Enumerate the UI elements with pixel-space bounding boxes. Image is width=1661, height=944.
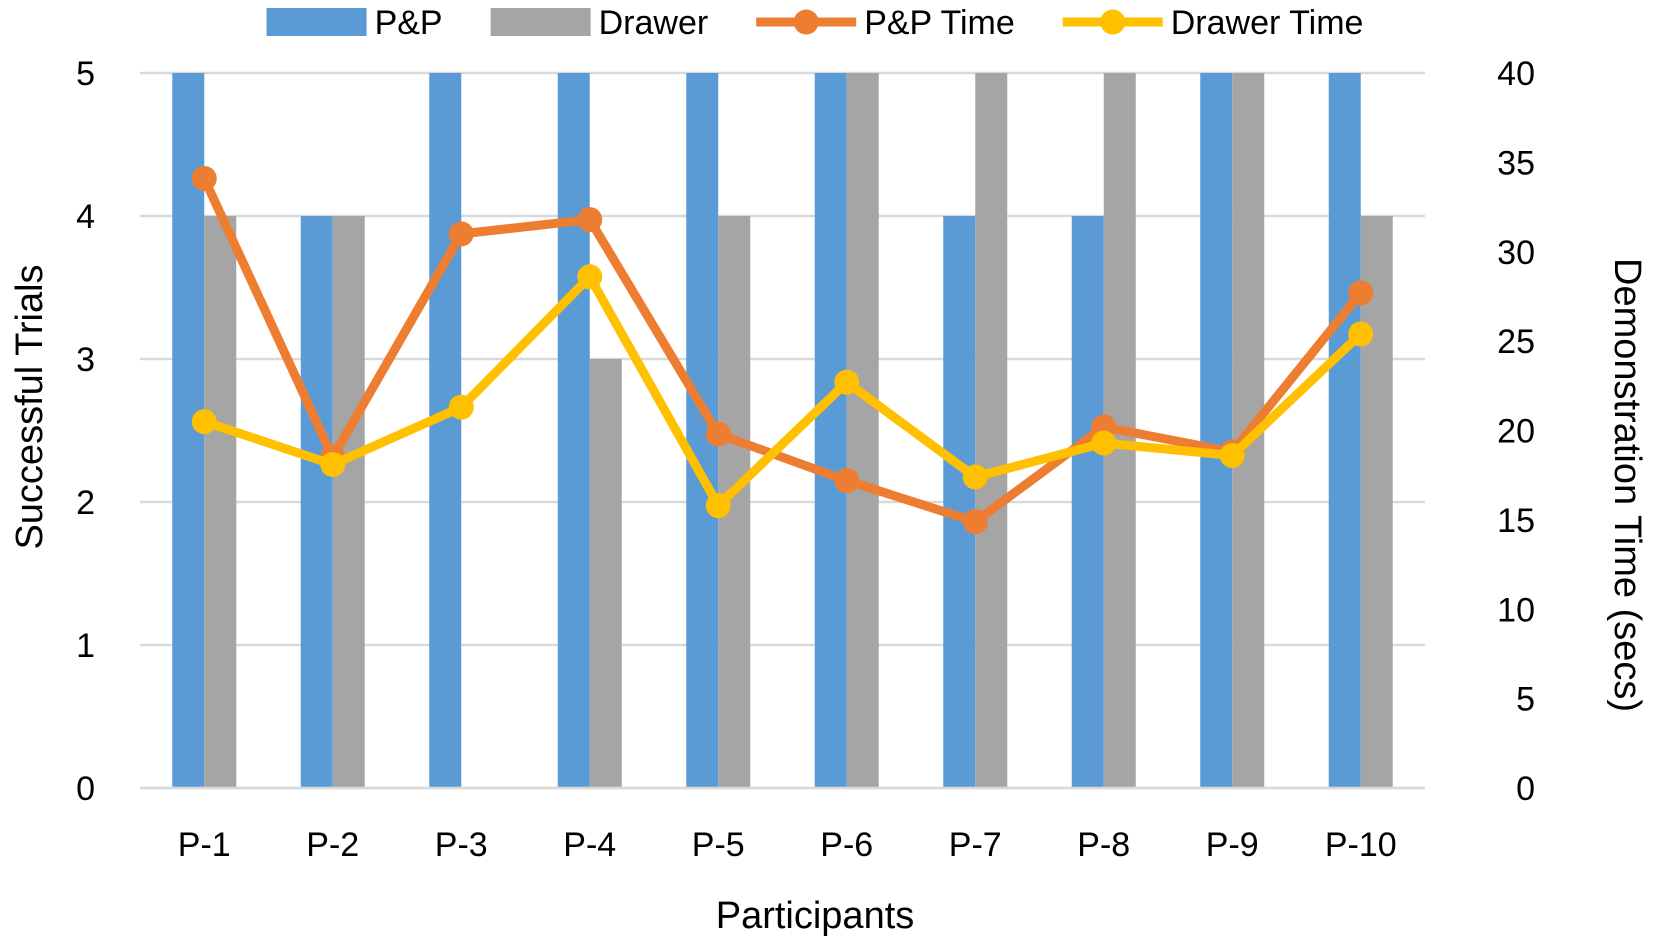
legend-swatch-pandp (266, 8, 367, 36)
legend-label-drawer: Drawer (599, 4, 709, 42)
bar-pandp-p-6 (814, 73, 847, 788)
point-pandp-time-p-6 (834, 468, 860, 494)
y-tick-label: 3 (76, 341, 95, 379)
y-axis-title: Successful Trials (9, 264, 51, 549)
x-tick-label-p-3: P-3 (435, 826, 488, 864)
y-tick-label: 2 (76, 484, 95, 522)
y2-tick-label: 20 (1497, 413, 1535, 451)
legend-label-drawer-time: Drawer Time (1171, 4, 1364, 42)
bar-pandp-p-2 (300, 216, 333, 788)
y-axis-ticks: 0 1 2 3 4 5 (76, 55, 95, 808)
legend: P&P Drawer P&P Time Drawer Time (266, 4, 1364, 42)
y2-axis-title: Demonstration Time (secs) (1606, 258, 1648, 712)
legend-label-pandp: P&P (375, 4, 443, 42)
y2-tick-label: 0 (1516, 770, 1535, 808)
y-tick-label: 4 (76, 198, 95, 236)
x-tick-label-p-8: P-8 (1077, 826, 1130, 864)
bar-pandp-p-7 (943, 216, 976, 788)
bar-pandp-p-8 (1071, 216, 1104, 788)
y2-tick-label: 5 (1516, 681, 1535, 719)
x-axis-title: Participants (716, 895, 915, 937)
point-drawer-time-p-3 (448, 394, 474, 420)
bar-pandp-p-10 (1328, 73, 1361, 788)
y-tick-label: 0 (76, 770, 95, 808)
y2-tick-label: 10 (1497, 591, 1535, 629)
y2-tick-label: 15 (1497, 502, 1535, 540)
bar-pandp-p-4 (557, 73, 590, 788)
bar-series-group (140, 73, 1425, 790)
x-tick-label-p-2: P-2 (306, 826, 359, 864)
point-drawer-time-p-9 (1219, 443, 1245, 469)
legend-swatch-drawer (490, 8, 591, 36)
point-drawer-time-p-6 (834, 369, 860, 395)
bar-drawer-p-4 (589, 359, 622, 788)
point-pandp-time-p-4 (577, 207, 603, 233)
point-drawer-time-p-1 (191, 409, 217, 435)
point-pandp-time-p-3 (448, 221, 474, 247)
bar-drawer-p-1 (204, 216, 237, 788)
point-drawer-time-p-2 (320, 451, 346, 477)
point-drawer-time-p-5 (705, 493, 731, 519)
y2-tick-label: 30 (1497, 234, 1535, 272)
legend-marker-drawer-time (1100, 9, 1126, 35)
x-tick-label-p-10: P-10 (1325, 826, 1397, 864)
point-drawer-time-p-4 (577, 264, 603, 290)
point-pandp-time-p-5 (705, 421, 731, 447)
bar-drawer-p-2 (332, 216, 365, 788)
x-tick-label-p-9: P-9 (1206, 826, 1259, 864)
bar-drawer-p-7 (975, 73, 1008, 788)
legend-label-pandp-time: P&P Time (864, 4, 1015, 42)
y2-tick-label: 40 (1497, 55, 1535, 93)
bar-drawer-p-10 (1360, 216, 1393, 788)
point-pandp-time-p-7 (962, 509, 988, 535)
line-pandp-time (199, 173, 1366, 527)
y2-tick-label: 35 (1497, 144, 1535, 182)
y2-tick-label: 25 (1497, 323, 1535, 361)
x-tick-label-p-4: P-4 (563, 826, 616, 864)
x-tick-label-p-1: P-1 (178, 826, 231, 864)
x-tick-label-p-5: P-5 (692, 826, 745, 864)
line-series-group (191, 165, 1374, 535)
x-axis-ticks: P-1 P-2 P-3 P-4 P-5 P-6 P-7 P-8 P-9 P-10 (178, 826, 1397, 864)
point-drawer-time-p-8 (1091, 430, 1117, 456)
bar-drawer-p-6 (846, 73, 879, 788)
y-tick-label: 1 (76, 627, 95, 665)
point-pandp-time-p-1 (191, 165, 217, 191)
point-drawer-time-p-10 (1348, 321, 1374, 347)
x-tick-label-p-7: P-7 (949, 826, 1002, 864)
y2-axis-ticks: 0 5 10 15 20 25 30 35 40 (1497, 55, 1535, 808)
line-drawer-time (199, 272, 1366, 511)
y-tick-label: 5 (76, 55, 95, 93)
x-tick-label-p-6: P-6 (820, 826, 873, 864)
bar-pandp-p-3 (429, 73, 462, 788)
point-pandp-time-p-10 (1348, 280, 1374, 306)
legend-marker-pandp-time (793, 9, 819, 35)
point-drawer-time-p-7 (962, 464, 988, 490)
bar-pandp-p-9 (1200, 73, 1233, 788)
